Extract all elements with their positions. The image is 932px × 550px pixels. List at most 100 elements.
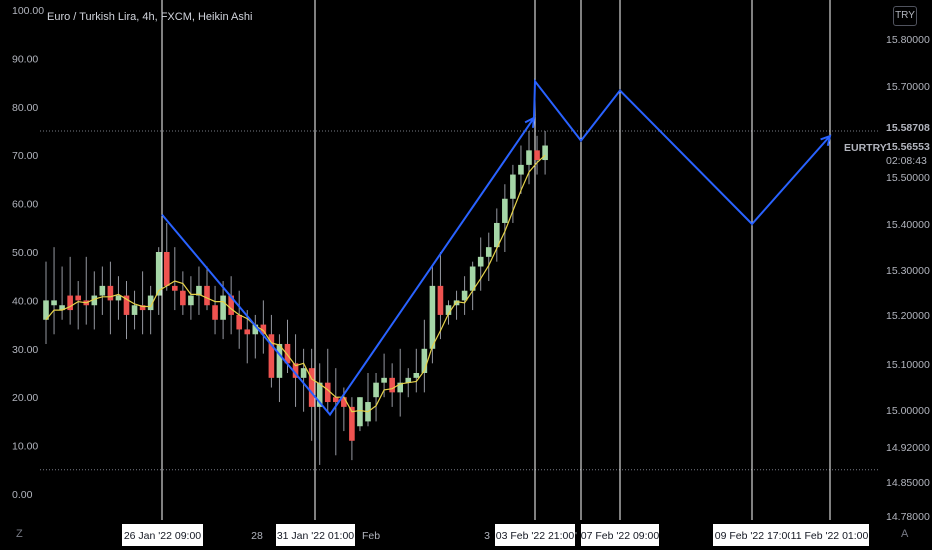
candle [502, 184, 508, 252]
candle [445, 300, 452, 325]
moving-average-line [45, 154, 546, 413]
svg-text:26 Jan '22 09:00: 26 Jan '22 09:00 [124, 530, 201, 542]
right-price-axis[interactable]: 15.80000 15.70000 15.50000 15.40000 15.30000… [886, 34, 930, 523]
right-tick-label: 15.30000 [886, 265, 930, 277]
candle [518, 145, 524, 194]
left-tick-label: 80.00 [12, 102, 38, 114]
time-label: 28 [251, 530, 263, 542]
candle [59, 266, 65, 320]
time-label-box: 09 Feb '22 17:00 [713, 524, 795, 546]
candle [204, 266, 210, 311]
svg-text:03 Feb '22 21:00: 03 Feb '22 21:00 [496, 530, 575, 542]
right-tick-label: 14.85000 [886, 477, 930, 489]
candle [147, 285, 154, 335]
candle [413, 348, 420, 393]
candle [389, 363, 395, 407]
time-label-box: 07 Feb '22 09:00 [581, 524, 660, 546]
candle [188, 276, 194, 320]
svg-text:07 Feb '22 09:00: 07 Feb '22 09:00 [581, 530, 660, 542]
time-axis[interactable]: 26 Jan '22 09:00 31 Jan '22 01:00 03 Feb '… [122, 524, 869, 546]
currency-button[interactable]: TRY [893, 6, 917, 26]
candle [51, 247, 57, 335]
candle [212, 285, 218, 335]
left-price-axis[interactable]: 100.00 90.00 80.00 70.00 60.00 50.00 40.00 30.0… [12, 5, 44, 501]
candle [83, 256, 90, 325]
left-tick-label: 30.00 [12, 344, 38, 356]
candle [324, 348, 331, 412]
right-tick-label: 15.40000 [886, 219, 930, 231]
chart-title: Euro / Turkish Lira, 4h, FXCM, Heikin As… [47, 11, 253, 23]
left-tick-label: 50.00 [12, 247, 38, 259]
candle [99, 266, 106, 315]
price-label-2: 15.56553 [886, 141, 930, 153]
left-tick-label: 20.00 [12, 392, 38, 404]
right-tick-label: 15.20000 [886, 310, 930, 322]
time-label-box: 26 Jan '22 09:00 [122, 524, 203, 546]
auto-scale-left-button[interactable]: Z [16, 528, 23, 540]
candle [75, 281, 81, 330]
candle [429, 266, 436, 364]
zigzag-drawing[interactable] [161, 78, 832, 417]
right-tick-label: 15.80000 [886, 34, 930, 46]
candle [163, 222, 170, 291]
candle [542, 131, 548, 175]
candle [526, 131, 532, 185]
auto-scale-button[interactable]: A [901, 528, 909, 540]
candle [357, 397, 363, 432]
candle [228, 276, 234, 335]
candle [131, 290, 138, 330]
svg-text:31 Jan '22 01:00: 31 Jan '22 01:00 [277, 530, 354, 542]
candle [67, 256, 73, 325]
candle [268, 314, 275, 388]
candle [365, 373, 371, 427]
vertical-lines [161, 0, 831, 520]
candle [453, 290, 460, 320]
candle [292, 334, 299, 407]
candle [510, 164, 516, 223]
time-label-box: 31 Jan '22 01:00 [276, 524, 355, 546]
svg-text:09 Feb '22 17:00: 09 Feb '22 17:00 [715, 530, 794, 542]
candle [477, 237, 484, 291]
symbol-label: EURTRY [844, 142, 887, 154]
left-tick-label: 40.00 [12, 295, 38, 307]
candle [373, 373, 379, 422]
right-tick-label: 15.10000 [886, 359, 930, 371]
time-label-box: 03 Feb '22 21:00 [495, 524, 575, 546]
left-tick-label: 60.00 [12, 199, 38, 211]
candle [260, 300, 267, 354]
countdown-label: 02:08:43 [886, 155, 927, 167]
right-tick-label: 15.70000 [886, 81, 930, 93]
zigzag-line[interactable] [161, 78, 831, 417]
candle [300, 348, 307, 412]
right-tick-label: 15.50000 [886, 172, 930, 184]
candle [172, 247, 178, 311]
arrowhead [524, 116, 536, 128]
left-tick-label: 10.00 [12, 441, 38, 453]
candle [333, 368, 339, 456]
time-label: 3 [484, 530, 490, 542]
candle [461, 276, 468, 315]
candle [236, 290, 242, 349]
price-label-1: 15.58708 [886, 122, 930, 134]
candle [180, 271, 186, 315]
arrowhead [820, 134, 832, 147]
candle [91, 271, 98, 330]
left-tick-label: 90.00 [12, 53, 38, 65]
candle [43, 261, 49, 344]
candle [349, 397, 355, 461]
candle [139, 271, 146, 335]
time-label: ' [575, 530, 577, 542]
right-tick-label: 14.92000 [886, 442, 930, 454]
candle [437, 252, 444, 340]
time-label: Feb [362, 530, 380, 542]
left-tick-label: 100.00 [12, 5, 44, 17]
time-label-box: 11 Feb '22 01:00 [790, 524, 869, 546]
candles [43, 131, 548, 465]
candle [469, 261, 476, 311]
candle [123, 281, 130, 340]
right-tick-label: 14.78000 [886, 511, 930, 523]
left-tick-label: 0.00 [12, 489, 33, 501]
candle [220, 281, 226, 340]
